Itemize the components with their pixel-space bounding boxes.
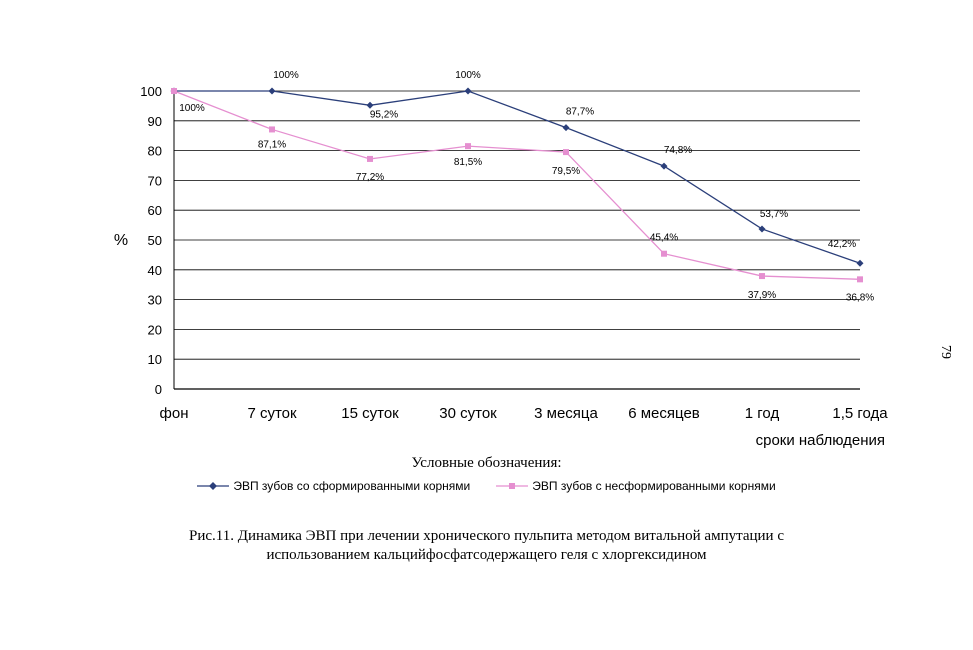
y-tick-label: 70 [148, 173, 162, 188]
figure-caption: Рис.11. Динамика ЭВП при лечении хрониче… [0, 527, 973, 565]
series-1-point [366, 101, 374, 109]
series-2-point [465, 143, 471, 150]
series-line-2 [173, 90, 861, 280]
y-axis-label: % [114, 232, 128, 249]
data-label: 36,8% [846, 292, 874, 303]
x-tick-label: 30 суток [439, 405, 497, 422]
y-tick-label: 100 [140, 84, 162, 99]
data-label: 53,7% [760, 209, 788, 220]
series-1-point [856, 259, 864, 267]
x-tick-label: 15 суток [341, 405, 399, 422]
data-label: 95,2% [370, 109, 398, 120]
gridlines [173, 90, 860, 390]
y-tick-label: 40 [148, 263, 162, 278]
x-tick-label: 6 месяцев [628, 405, 700, 422]
y-axis-ticks: 0 10 20 30 40 50 60 70 80 90 100 [140, 84, 162, 397]
data-label: 79,5% [552, 166, 580, 177]
data-label: 87,1% [258, 139, 286, 150]
data-label: 100% [273, 70, 299, 81]
x-tick-label: 3 месяца [534, 405, 598, 422]
series-line-1 [174, 90, 861, 264]
page-number: 79 [938, 345, 953, 359]
series-2-point [171, 88, 177, 94]
legend-swatch-square [496, 483, 529, 489]
legend: ЭВП зубов со сформированными корнями ЭВП… [0, 479, 973, 493]
legend-swatch-diamond [197, 482, 230, 490]
legend-item-unformed-roots: ЭВП зубов с несформированными корнями [496, 479, 776, 493]
series-1-point [562, 124, 570, 132]
y-tick-label: 0 [155, 382, 162, 397]
x-tick-label: 7 суток [247, 405, 297, 422]
caption-line-2: использованием кальцийфосфатсодержащего … [266, 547, 707, 563]
data-labels-layer: 100% 95,2% 100% 87,7% 74,8% 53,7% 42,2% 100% 87,… [179, 70, 874, 303]
y-tick-label: 50 [148, 233, 162, 248]
x-tick-label: фон [160, 405, 189, 422]
data-label: 100% [179, 103, 205, 114]
series-2-point [269, 126, 275, 133]
y-tick-label: 90 [148, 114, 162, 129]
y-tick-label: 20 [148, 322, 162, 337]
series-2-point [857, 276, 863, 283]
series-1-point [758, 225, 766, 233]
data-label: 45,4% [650, 233, 678, 244]
legend-label-formed-roots: ЭВП зубов со сформированными корнями [233, 479, 471, 493]
x-axis-label: сроки наблюдения [756, 432, 885, 449]
y-tick-label: 60 [148, 203, 162, 218]
legend-item-formed-roots: ЭВП зубов со сформированными корнями [197, 479, 470, 493]
x-axis-ticks: фон 7 суток 15 суток 30 суток 3 месяца 6 меся… [160, 405, 889, 422]
series-2-point [367, 155, 373, 162]
x-tick-label: 1 год [745, 405, 780, 422]
data-label: 87,7% [566, 107, 594, 118]
data-label: 77,2% [356, 172, 384, 183]
data-label: 37,9% [748, 290, 776, 301]
series-2-point [563, 149, 569, 156]
y-tick-label: 10 [148, 352, 162, 367]
caption-line-1: Рис.11. Динамика ЭВП при лечении хрониче… [189, 528, 784, 544]
series-layer [170, 87, 864, 283]
series-1-point [660, 162, 668, 170]
x-tick-label: 1,5 года [832, 405, 888, 422]
series-1-point [268, 87, 276, 95]
data-label: 42,2% [828, 239, 856, 250]
data-label: 100% [455, 70, 481, 81]
y-tick-label: 80 [148, 144, 162, 159]
legend-title: Условные обозначения: [411, 455, 562, 471]
data-label: 74,8% [664, 145, 692, 156]
line-chart: 0 10 20 30 40 50 60 70 80 90 100 фон 7 суток 15 суто… [114, 70, 889, 449]
series-2-point [759, 273, 765, 280]
series-2-point [661, 250, 667, 257]
series-1-point [464, 87, 472, 95]
y-tick-label: 30 [148, 293, 162, 308]
data-label: 81,5% [454, 157, 482, 168]
legend-label-unformed-roots: ЭВП зубов с несформированными корнями [532, 479, 776, 493]
